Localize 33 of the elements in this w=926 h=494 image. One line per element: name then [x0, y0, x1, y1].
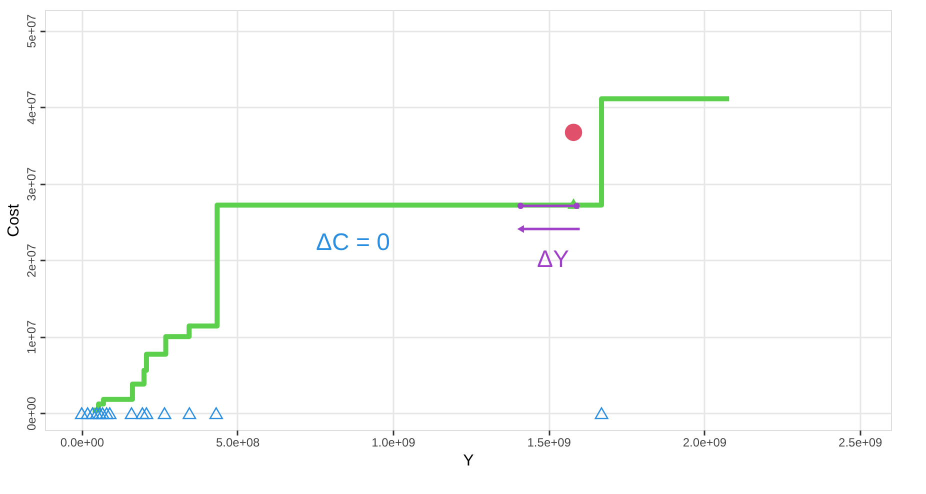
x-tick-label: 1.0e+09: [372, 436, 416, 450]
y-axis-title: Cost: [6, 204, 22, 237]
x-axis-title: Y: [463, 452, 474, 470]
point: [124, 407, 138, 420]
point: [93, 407, 107, 420]
x-tick-label: 2.5e+09: [838, 436, 883, 450]
point: [564, 124, 582, 142]
point: [182, 407, 196, 420]
point: [140, 407, 154, 420]
annotation: ΔC = 0: [316, 229, 390, 256]
point: [74, 407, 88, 420]
x-tick-label: 5.0e+08: [216, 436, 260, 450]
point: [594, 407, 608, 420]
point: [90, 407, 104, 420]
y-tick-label: 1e+07: [24, 320, 38, 354]
y-tick-label: 0e+00: [24, 396, 38, 431]
point: [86, 407, 100, 420]
point: [517, 202, 524, 210]
y-tick-label: 2e+07: [24, 243, 38, 278]
y-tick-label: 4e+07: [24, 90, 38, 125]
point: [80, 407, 94, 420]
point: [102, 407, 117, 420]
x-tick-label: 1.5e+09: [527, 436, 572, 450]
point: [136, 407, 150, 420]
x-tick-label: 2.0e+09: [682, 436, 727, 450]
point: [96, 407, 110, 420]
point: [100, 407, 114, 420]
point: [209, 407, 223, 420]
y-tick-label: 3e+07: [24, 166, 38, 202]
y-tick-label: 5e+07: [24, 14, 38, 48]
annotation: ΔY: [536, 246, 570, 273]
point: [158, 407, 172, 420]
x-tick-label: 0.0e+00: [60, 436, 104, 450]
